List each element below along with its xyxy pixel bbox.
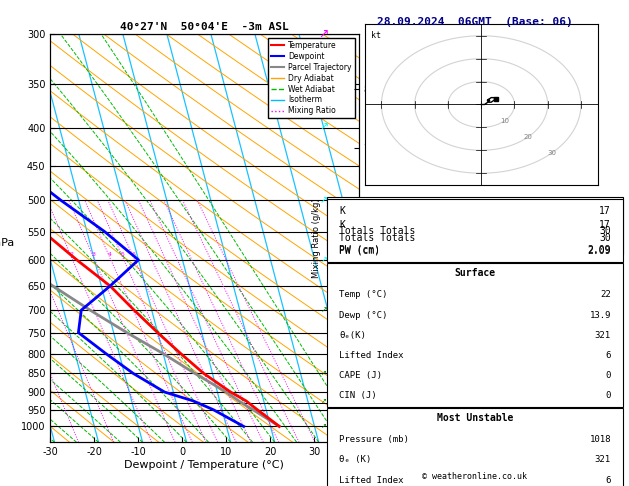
Legend: Temperature, Dewpoint, Parcel Trajectory, Dry Adiabat, Wet Adiabat, Isotherm, Mi: Temperature, Dewpoint, Parcel Trajectory… bbox=[267, 38, 355, 119]
Text: 4: 4 bbox=[108, 252, 112, 257]
Text: Pressure (mb): Pressure (mb) bbox=[339, 435, 409, 444]
Text: 6: 6 bbox=[606, 351, 611, 360]
Text: 6: 6 bbox=[606, 475, 611, 485]
Text: ↗: ↗ bbox=[321, 370, 327, 376]
Text: Surface: Surface bbox=[454, 268, 496, 278]
Text: 30: 30 bbox=[599, 232, 611, 243]
Text: ↗: ↗ bbox=[320, 195, 328, 206]
Text: 5: 5 bbox=[121, 252, 125, 257]
Text: θₑ (K): θₑ (K) bbox=[339, 455, 371, 465]
Text: 321: 321 bbox=[595, 330, 611, 340]
Text: 2.09: 2.09 bbox=[587, 246, 611, 256]
Text: Temp (°C): Temp (°C) bbox=[339, 290, 387, 299]
Text: Dewp (°C): Dewp (°C) bbox=[339, 311, 387, 320]
Y-axis label: km
ASL: km ASL bbox=[372, 227, 390, 249]
Text: K: K bbox=[339, 206, 345, 216]
Text: 13.9: 13.9 bbox=[589, 311, 611, 320]
Text: 0: 0 bbox=[606, 391, 611, 400]
Text: 10: 10 bbox=[500, 118, 509, 124]
Text: Most Unstable: Most Unstable bbox=[437, 413, 513, 423]
Text: 2: 2 bbox=[69, 252, 74, 257]
X-axis label: Dewpoint / Temperature (°C): Dewpoint / Temperature (°C) bbox=[125, 460, 284, 470]
Text: Totals Totals: Totals Totals bbox=[339, 232, 415, 243]
Text: 17: 17 bbox=[599, 206, 611, 216]
Bar bbox=[327, 263, 623, 407]
Text: Totals Totals: Totals Totals bbox=[339, 226, 415, 236]
Y-axis label: hPa: hPa bbox=[0, 238, 14, 248]
Bar bbox=[327, 199, 623, 262]
Text: ↗: ↗ bbox=[320, 123, 328, 133]
Text: 321: 321 bbox=[595, 455, 611, 465]
Text: ↗: ↗ bbox=[320, 306, 328, 314]
Text: PW (cm): PW (cm) bbox=[339, 246, 380, 256]
Text: CAPE (J): CAPE (J) bbox=[339, 371, 382, 380]
Text: ↗: ↗ bbox=[321, 398, 327, 404]
Text: 3: 3 bbox=[91, 252, 96, 257]
Text: © weatheronline.co.uk: © weatheronline.co.uk bbox=[423, 472, 527, 481]
Text: ↗: ↗ bbox=[319, 28, 329, 40]
Text: K: K bbox=[339, 220, 345, 230]
Text: Lifted Index: Lifted Index bbox=[339, 475, 403, 485]
Text: 20: 20 bbox=[524, 134, 533, 140]
Bar bbox=[327, 197, 623, 254]
Text: 0: 0 bbox=[606, 371, 611, 380]
Title: 40°27'N  50°04'E  -3m ASL: 40°27'N 50°04'E -3m ASL bbox=[120, 22, 289, 32]
Text: θₑ(K): θₑ(K) bbox=[339, 330, 366, 340]
Text: 6: 6 bbox=[131, 252, 135, 257]
Text: PW (cm): PW (cm) bbox=[339, 244, 380, 255]
Text: 30: 30 bbox=[547, 150, 556, 156]
Bar bbox=[327, 408, 623, 486]
Text: ↗: ↗ bbox=[320, 256, 328, 264]
Text: 22: 22 bbox=[600, 290, 611, 299]
Text: 30: 30 bbox=[599, 226, 611, 236]
Text: 1018: 1018 bbox=[589, 435, 611, 444]
Text: Lifted Index: Lifted Index bbox=[339, 351, 403, 360]
Text: Mixing Ratio (g/kg): Mixing Ratio (g/kg) bbox=[311, 198, 321, 278]
Text: 17: 17 bbox=[599, 220, 611, 230]
Text: kt: kt bbox=[372, 31, 381, 40]
Text: 2.09: 2.09 bbox=[587, 244, 611, 255]
Text: ↗: ↗ bbox=[321, 423, 327, 429]
Text: 28.09.2024  06GMT  (Base: 06): 28.09.2024 06GMT (Base: 06) bbox=[377, 17, 573, 27]
Text: 1LCL: 1LCL bbox=[337, 394, 357, 402]
Text: CIN (J): CIN (J) bbox=[339, 391, 377, 400]
